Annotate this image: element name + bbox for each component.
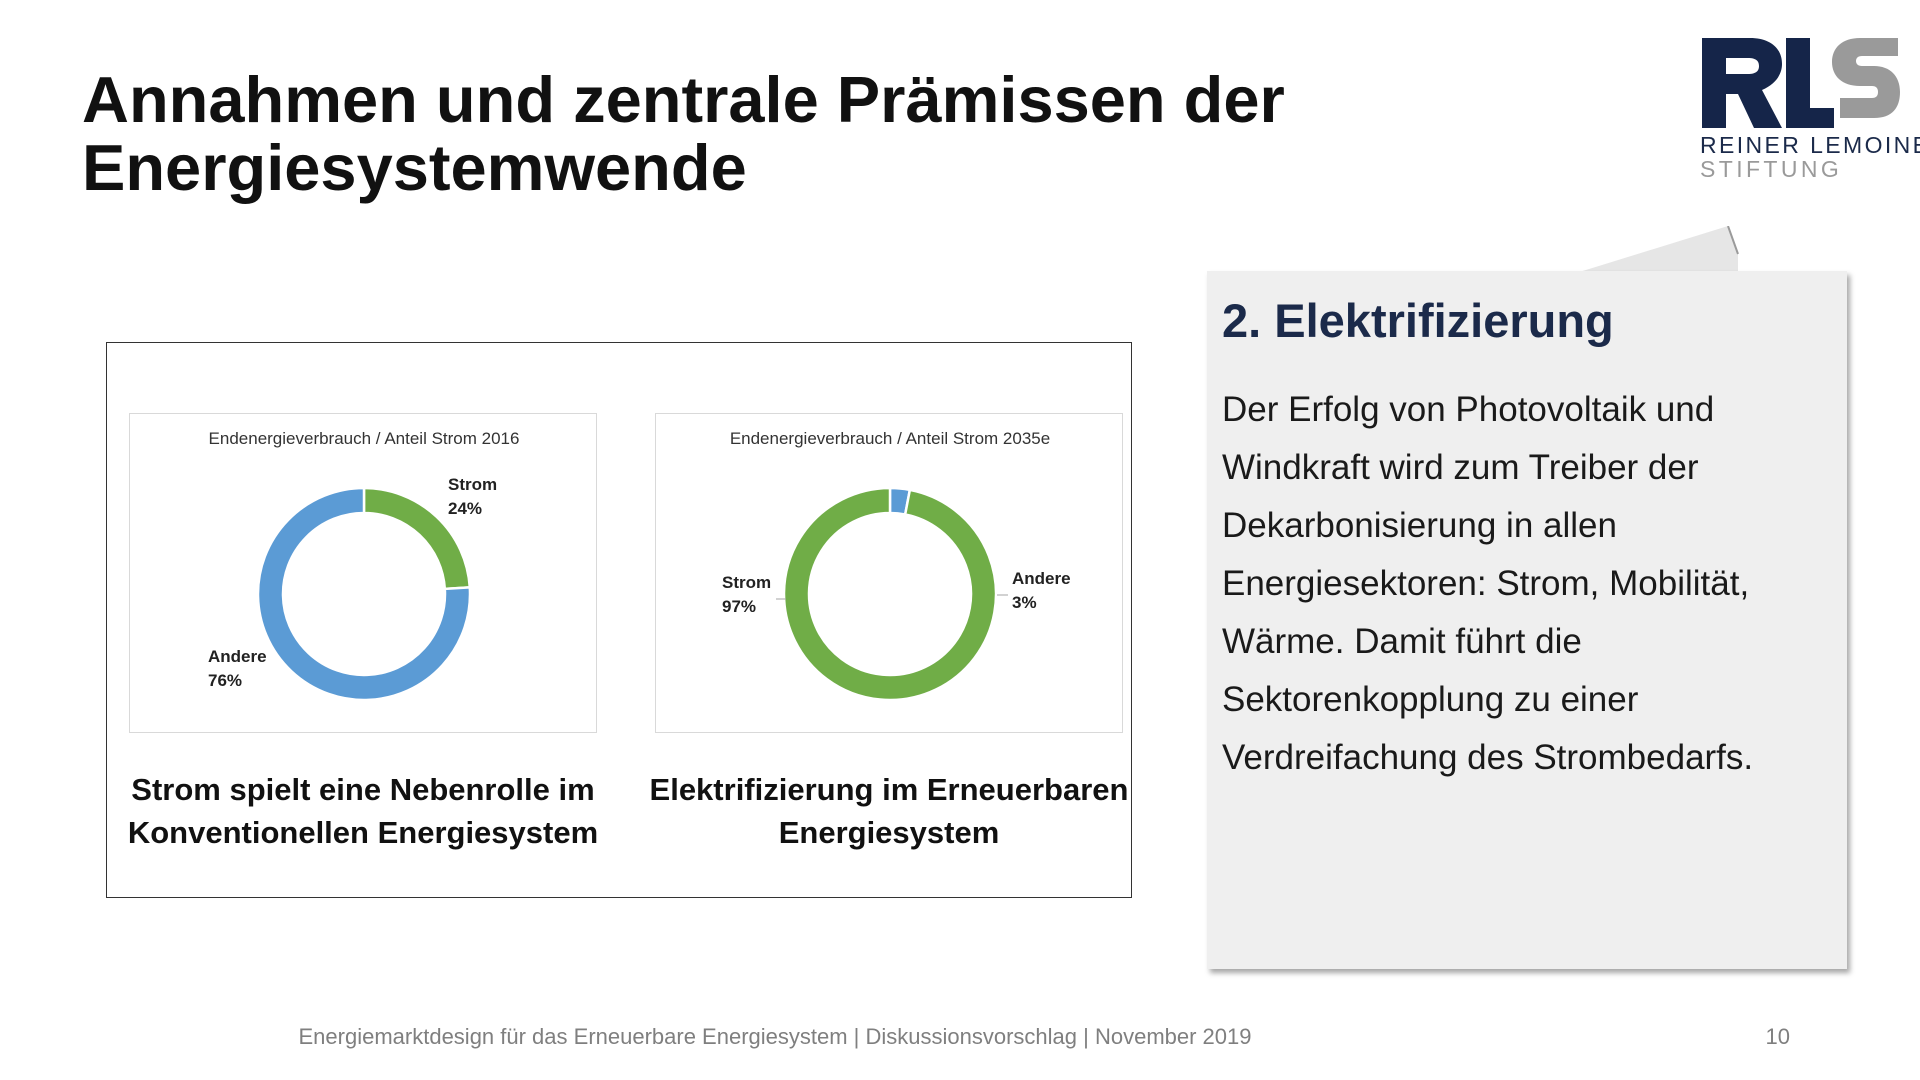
slice-label-andere: Andere 3% xyxy=(1012,569,1071,612)
logo-text-stiftung: STIFTUNG xyxy=(1700,156,1843,182)
donut-slice-strom xyxy=(782,486,998,702)
slide-title: Annahmen und zentrale Prämissen der Ener… xyxy=(82,63,1285,204)
chart-title: Endenergieverbrauch / Anteil Strom 2035e xyxy=(730,429,1050,448)
slice-label-andere: Andere 76% xyxy=(208,647,267,690)
note-card-flap xyxy=(1560,226,1739,278)
note-body: Der Erfolg von Photovoltaik und Windkraf… xyxy=(1222,390,1754,777)
note-title: 2. Elektrifizierung xyxy=(1222,294,1614,347)
footer-text: Energiemarktdesign für das Erneuerbare E… xyxy=(298,1024,1252,1049)
chart-panel-2035: Endenergieverbrauch / Anteil Strom 2035e… xyxy=(655,413,1123,733)
rls-logo-icon xyxy=(1702,38,1900,128)
chart-frame: Endenergieverbrauch / Anteil Strom 2016 S… xyxy=(106,342,1132,898)
page-number: 10 xyxy=(1765,1024,1790,1049)
slice-label-strom: Strom 24% xyxy=(448,475,497,518)
caption-renewable-system: Elektrifizierung im Erneuerbaren Energie… xyxy=(649,772,1129,850)
rls-logo: REINER LEMOINE STIFTUNG xyxy=(1700,36,1920,186)
donut-chart-2035: Endenergieverbrauch / Anteil Strom 2035e… xyxy=(722,429,1071,702)
caption-conventional-system: Strom spielt eine Nebenrolle im Konventi… xyxy=(127,772,599,850)
chart-title: Endenergieverbrauch / Anteil Strom 2016 xyxy=(209,429,520,448)
slice-label-strom: Strom 97% xyxy=(722,573,771,616)
donut-slice-andere xyxy=(256,486,472,702)
donut-chart-2016: Endenergieverbrauch / Anteil Strom 2016 S… xyxy=(208,429,520,702)
note-card: 2. Elektrifizierung Der Erfolg von Photo… xyxy=(1207,271,1847,969)
chart-panel-2016: Endenergieverbrauch / Anteil Strom 2016 S… xyxy=(129,413,597,733)
logo-text-reiner-lemoine: REINER LEMOINE xyxy=(1700,132,1920,158)
